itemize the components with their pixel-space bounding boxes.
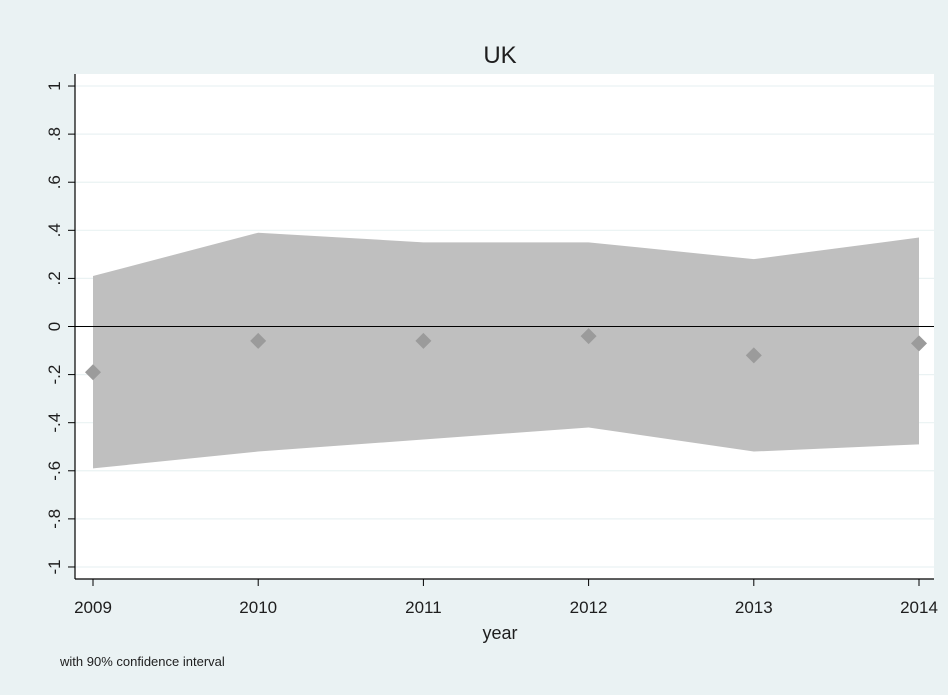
data-point-diamond: [250, 332, 267, 349]
x-tick-label: 2014: [900, 598, 938, 617]
y-tick-label: -1: [45, 559, 64, 574]
y-tick-label: .4: [45, 223, 64, 237]
x-axis-ticks: 2009 2010 2011 2012 2013 2014: [74, 579, 938, 617]
data-point-diamond: [745, 347, 762, 364]
x-tick-label: 2010: [239, 598, 277, 617]
x-axis-title: year: [482, 623, 517, 643]
data-point-diamond: [911, 335, 927, 352]
y-tick-label: -.4: [45, 413, 64, 433]
y-tick-label: -.8: [45, 509, 64, 529]
y-tick-label: .2: [45, 271, 64, 285]
x-tick-label: 2013: [735, 598, 773, 617]
data-point-diamond: [85, 364, 101, 381]
y-tick-label: 0: [45, 322, 64, 331]
y-tick-label: -.2: [45, 365, 64, 385]
x-tick-label: 2009: [74, 598, 112, 617]
confidence-band: [93, 232, 919, 469]
y-tick-label: -.6: [45, 461, 64, 481]
data-point-diamond: [580, 328, 597, 345]
data-points: [85, 328, 927, 381]
data-point-diamond: [415, 332, 432, 349]
y-axis-ticks: -1 -.8 -.6 -.4 -.2 0 .2 .4 .6 .8 1: [45, 81, 75, 575]
x-tick-label: 2011: [405, 598, 442, 617]
y-tick-label: .8: [45, 127, 64, 141]
chart-title: UK: [483, 42, 516, 69]
x-tick-label: 2012: [570, 598, 608, 617]
y-tick-label: 1: [45, 81, 64, 90]
y-tick-label: .6: [45, 175, 64, 189]
chart-note: with 90% confidence interval: [59, 654, 225, 669]
